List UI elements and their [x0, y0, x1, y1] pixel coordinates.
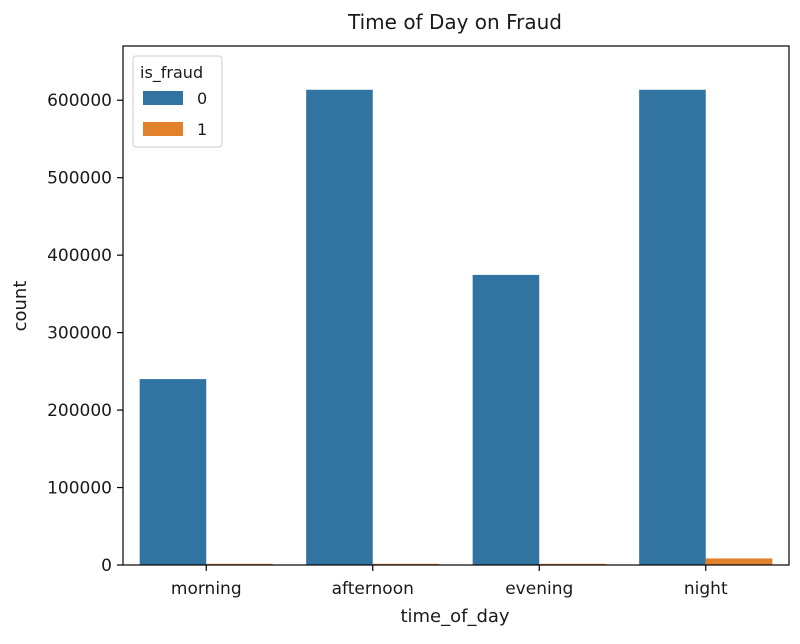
x-tick-label-evening: evening	[505, 579, 573, 599]
bar-night-series-0	[639, 89, 706, 565]
y-tick-label: 100000	[47, 479, 112, 499]
bar-morning-series-0	[139, 379, 207, 565]
legend-title: is_fraud	[140, 63, 203, 83]
bars-layer	[139, 89, 773, 565]
bar-night-series-1	[705, 558, 773, 565]
x-tick-label-afternoon: afternoon	[332, 579, 414, 599]
y-tick-label: 300000	[47, 324, 112, 344]
x-tick-label-morning: morning	[171, 579, 242, 599]
bar-afternoon-series-0	[306, 89, 373, 565]
y-tick-label: 200000	[47, 401, 112, 421]
x-axis-label: time_of_day	[400, 606, 509, 627]
y-tick-label: 0	[101, 556, 112, 576]
legend-swatch-0	[143, 91, 183, 105]
x-ticks: morning afternoon evening night	[171, 565, 728, 599]
y-tick-label: 600000	[47, 91, 112, 111]
legend-label-0: 0	[197, 89, 207, 108]
chart-title: Time of Day on Fraud	[347, 10, 562, 34]
y-tick-label: 400000	[47, 246, 112, 266]
y-axis-label: count	[10, 281, 31, 332]
x-tick-label-night: night	[684, 579, 728, 599]
legend: is_fraud 0 1	[132, 55, 223, 148]
plot-frame	[122, 45, 790, 566]
bar-evening-series-0	[472, 274, 540, 565]
y-tick-label: 500000	[47, 169, 112, 189]
y-ticks: 0 100000 200000 300000 400000 500000 600000	[47, 91, 123, 576]
legend-label-1: 1	[197, 120, 207, 139]
legend-swatch-1	[143, 122, 183, 136]
